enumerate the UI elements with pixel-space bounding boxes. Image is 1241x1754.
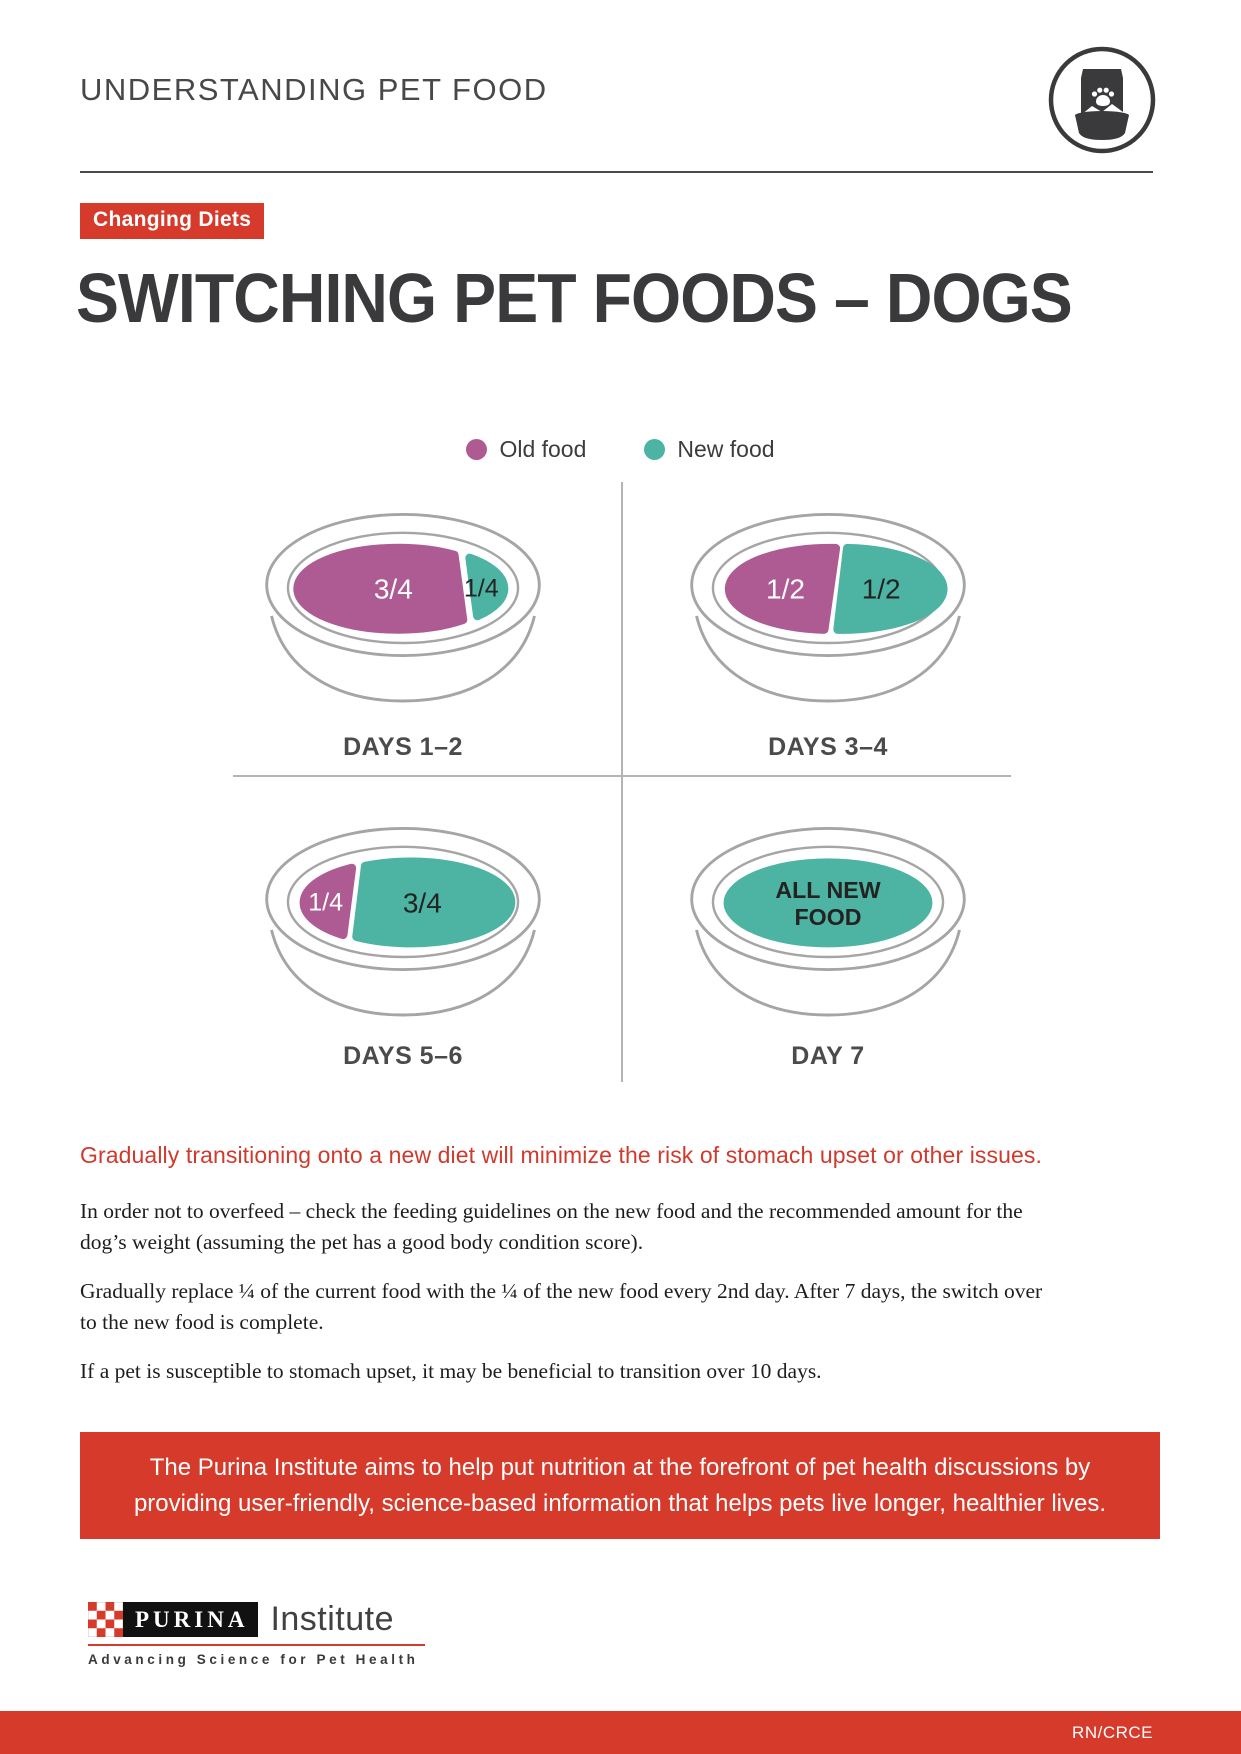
new-food-dot-icon	[644, 439, 666, 460]
caption-days-1-2: DAYS 1–2	[343, 733, 463, 761]
body-copy: In order not to overfeed – check the fee…	[80, 1196, 1060, 1406]
bowl-day-7: ALL NEW FOOD	[690, 826, 966, 1017]
bowl-days-5-6: 1/4 3/4	[265, 826, 541, 1017]
lead-sentence: Gradually transitioning onto a new diet …	[80, 1142, 1042, 1168]
checkerboard-icon	[88, 1602, 123, 1637]
portion-label-old: 1/2	[766, 574, 805, 605]
legend-label-old: Old food	[499, 436, 587, 462]
institute-wordmark: Institute	[270, 1600, 395, 1638]
old-food-dot-icon	[466, 439, 488, 460]
page-header-title: UNDERSTANDING PET FOOD	[80, 72, 548, 107]
section-badge: Changing Diets	[80, 203, 265, 239]
legend-item-new-food: New food	[644, 436, 775, 463]
purina-institute-logo: PURINA Institute Advancing Science for P…	[88, 1600, 425, 1667]
legend-label-new: New food	[677, 436, 775, 462]
portion-label-new: 1/4	[464, 575, 499, 603]
paragraph-stomach-upset: If a pet is susceptible to stomach upset…	[80, 1359, 822, 1384]
purina-institute-banner: The Purina Institute aims to help put nu…	[80, 1432, 1160, 1539]
legend-item-old-food: Old food	[466, 436, 586, 463]
portion-label-old: 1/4	[308, 889, 343, 917]
paragraph-replace-quarter: Gradually replace ¼ of the current food …	[80, 1279, 1043, 1334]
bowl-days-3-4: 1/2 1/2	[690, 512, 966, 703]
portion-label-old: 3/4	[374, 574, 413, 605]
page-title: SWITCHING PET FOODS – DOGS	[76, 259, 1073, 337]
purina-wordmark: PURINA	[123, 1602, 259, 1637]
pet-food-bag-and-bowl-icon	[1048, 46, 1156, 154]
logo-underline	[88, 1644, 425, 1646]
logo-tagline: Advancing Science for Pet Health	[88, 1652, 419, 1667]
paragraph-overfeed: In order not to overfeed – check the fee…	[80, 1199, 1023, 1254]
header-divider	[80, 171, 1153, 173]
portion-label-new: 1/2	[862, 574, 901, 605]
quadrant-divider-horizontal	[233, 775, 1011, 777]
portion-label-new: 3/4	[403, 888, 442, 919]
caption-days-5-6: DAYS 5–6	[343, 1042, 463, 1070]
caption-day-7: DAY 7	[791, 1042, 865, 1070]
footer-bar: RN/CRCE	[0, 1711, 1241, 1754]
banner-text: The Purina Institute aims to help put nu…	[133, 1453, 1107, 1517]
all-new-food-label-line2: FOOD	[795, 904, 862, 930]
all-new-food-label-line1: ALL NEW	[775, 877, 880, 903]
bowl-days-1-2: 3/4 1/4	[265, 512, 541, 703]
legend: Old food New food	[0, 436, 1241, 463]
footer-code: RN/CRCE	[1072, 1722, 1153, 1742]
caption-days-3-4: DAYS 3–4	[768, 733, 888, 761]
quadrant-divider-vertical	[621, 482, 623, 1082]
